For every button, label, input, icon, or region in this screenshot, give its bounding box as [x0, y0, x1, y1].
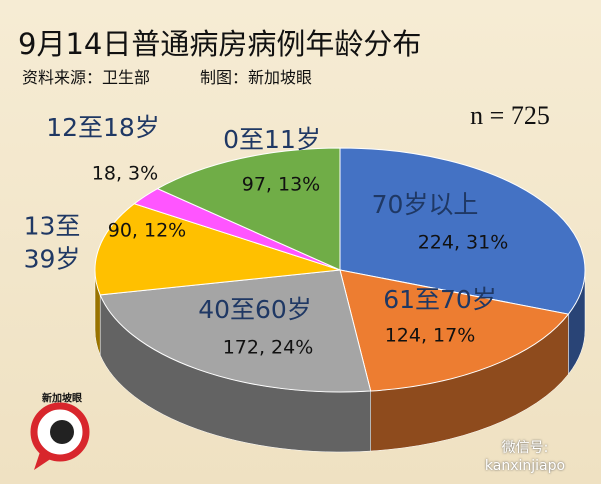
slice [339, 269, 570, 392]
slice [339, 147, 586, 315]
slice [94, 203, 341, 296]
category-label: 70岁以上 [371, 189, 479, 219]
category-label: 12至18岁 [46, 112, 160, 142]
data-label: 124, 17% [384, 324, 476, 347]
data-label: 224, 31% [417, 231, 509, 254]
annotation: n = 725 [470, 101, 550, 131]
data-label: 97, 13% [241, 173, 321, 196]
slice [99, 269, 372, 393]
category-label: 0至11岁 [223, 124, 321, 154]
data-label: 18, 3% [91, 162, 159, 185]
logo-text: 新加坡眼 [42, 393, 82, 405]
chart-title: 9月14日普通病房病例年龄分布 [18, 27, 422, 61]
watermark: 微信号: kanxinjiapo [484, 439, 566, 474]
credit: 制图：新加坡眼 [200, 68, 313, 87]
category-label: 13至 39岁 [23, 211, 81, 274]
slice [156, 147, 341, 271]
logo [30, 402, 90, 470]
data-label: 90, 12% [107, 219, 187, 242]
data-label: 172, 24% [222, 336, 314, 359]
category-label: 61至70岁 [383, 284, 497, 314]
source: 资料来源：卫生部 [22, 68, 151, 87]
category-label: 40至60岁 [198, 294, 312, 324]
